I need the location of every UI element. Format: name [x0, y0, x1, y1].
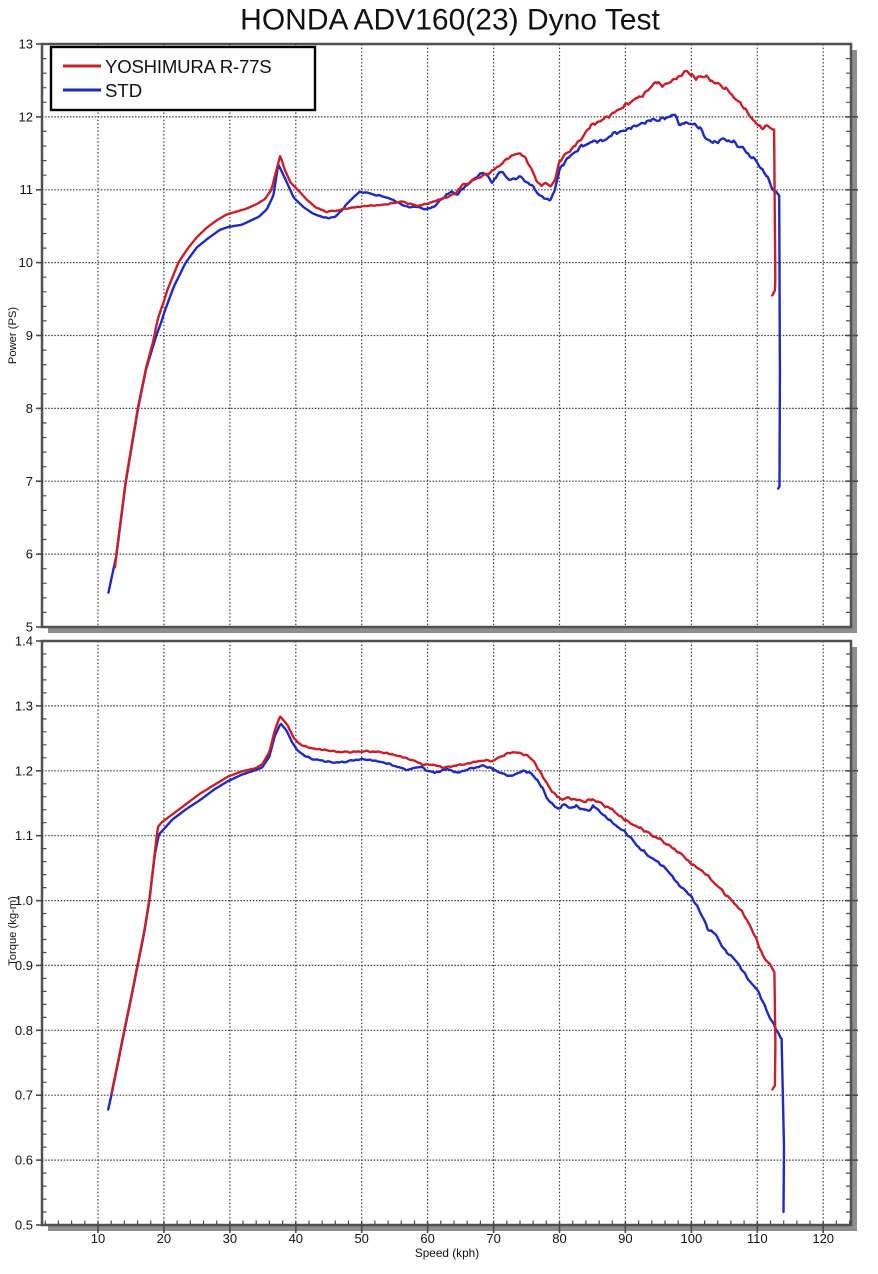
svg-text:0.7: 0.7 — [15, 1088, 33, 1103]
svg-text:1.2: 1.2 — [15, 763, 33, 778]
svg-text:1.0: 1.0 — [15, 893, 33, 908]
svg-text:1.4: 1.4 — [15, 634, 33, 649]
svg-text:30: 30 — [223, 1231, 237, 1246]
svg-text:6: 6 — [26, 547, 33, 562]
svg-text:20: 20 — [157, 1231, 171, 1246]
svg-text:1.3: 1.3 — [15, 698, 33, 713]
svg-text:60: 60 — [420, 1231, 434, 1246]
svg-text:0.6: 0.6 — [15, 1153, 33, 1168]
svg-text:11: 11 — [20, 182, 34, 197]
svg-text:HONDA ADV160(23) Dyno Test: HONDA ADV160(23) Dyno Test — [240, 4, 660, 37]
svg-text:Torque (kg-m): Torque (kg-m) — [7, 896, 19, 966]
svg-text:80: 80 — [552, 1231, 566, 1246]
svg-text:Power (PS): Power (PS) — [7, 307, 19, 364]
svg-text:Speed (kph): Speed (kph) — [415, 1246, 479, 1260]
svg-text:40: 40 — [289, 1231, 303, 1246]
svg-text:0.8: 0.8 — [15, 1023, 33, 1038]
svg-text:70: 70 — [486, 1231, 500, 1246]
svg-text:10: 10 — [19, 255, 33, 270]
svg-text:13: 13 — [19, 37, 33, 52]
svg-text:STD: STD — [105, 80, 142, 101]
svg-text:1.1: 1.1 — [15, 828, 33, 843]
svg-text:50: 50 — [354, 1231, 368, 1246]
svg-text:12: 12 — [19, 109, 33, 124]
svg-text:120: 120 — [812, 1231, 834, 1246]
svg-text:5: 5 — [26, 620, 33, 635]
svg-text:100: 100 — [681, 1231, 703, 1246]
svg-text:0.5: 0.5 — [15, 1218, 33, 1233]
svg-text:8: 8 — [26, 401, 33, 416]
svg-text:110: 110 — [747, 1231, 768, 1246]
svg-text:10: 10 — [91, 1231, 105, 1246]
svg-text:90: 90 — [618, 1231, 632, 1246]
svg-text:0.9: 0.9 — [15, 958, 33, 973]
svg-text:7: 7 — [26, 474, 33, 489]
svg-text:9: 9 — [26, 328, 33, 343]
svg-text:YOSHIMURA R-77S: YOSHIMURA R-77S — [105, 56, 271, 77]
